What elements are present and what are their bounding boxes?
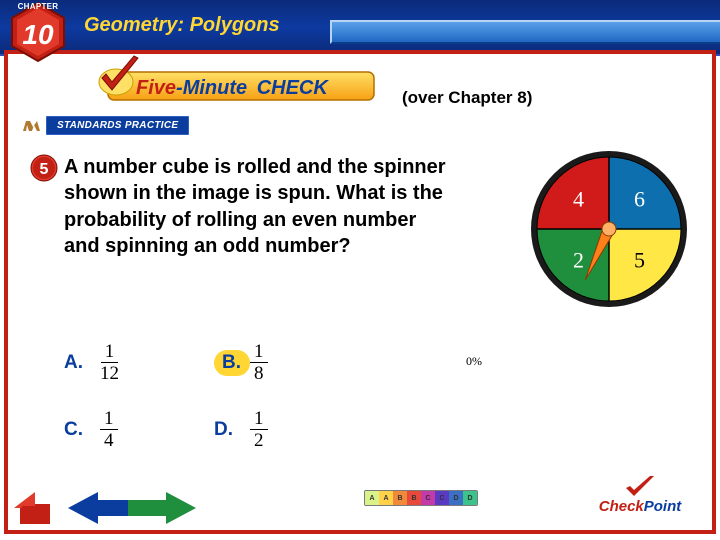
standards-practice: STANDARDS PRACTICE xyxy=(20,116,189,135)
svg-text:6: 6 xyxy=(634,186,645,211)
svg-text:5: 5 xyxy=(634,248,645,273)
nav-home-button[interactable] xyxy=(8,490,60,530)
color-swatch[interactable]: D xyxy=(449,491,463,505)
color-swatch[interactable]: D xyxy=(463,491,477,505)
content-frame: Five-Minute CHECK (over Chapter 8) STAND… xyxy=(4,50,716,534)
checkmark-icon xyxy=(94,54,142,103)
standards-label: STANDARDS PRACTICE xyxy=(46,116,189,135)
spinner-figure: 2 4 6 5 xyxy=(524,144,694,314)
question-number-icon: 5 xyxy=(30,154,58,187)
over-chapter-text: (over Chapter 8) xyxy=(402,88,532,108)
svg-text:Five-Minute CHECK: Five-Minute CHECK xyxy=(136,77,329,99)
color-swatch[interactable]: B xyxy=(407,491,421,505)
color-swatch[interactable]: A xyxy=(379,491,393,505)
answer-label: B. xyxy=(214,350,250,376)
color-swatch[interactable]: C xyxy=(435,491,449,505)
chapter-badge: 10 CHAPTER xyxy=(6,0,70,64)
color-button-strip[interactable]: AABBCCDD xyxy=(364,490,478,506)
header-right-bar xyxy=(330,20,720,44)
nav-arrows xyxy=(8,486,198,530)
answer-label: A. xyxy=(64,352,100,374)
svg-text:10: 10 xyxy=(22,19,54,50)
page-title: Geometry: Polygons xyxy=(84,14,280,37)
answer-a[interactable]: A. 112 xyxy=(64,342,214,383)
svg-text:2: 2 xyxy=(573,248,584,273)
color-swatch[interactable]: B xyxy=(393,491,407,505)
chapter-label: CHAPTER xyxy=(6,2,70,11)
answer-b[interactable]: B. 18 xyxy=(214,342,364,383)
nav-forward-button[interactable] xyxy=(126,490,198,530)
svg-text:5: 5 xyxy=(40,161,49,178)
answer-label: D. xyxy=(214,419,250,441)
nav-back-button[interactable] xyxy=(64,490,134,530)
svg-text:4: 4 xyxy=(573,186,584,211)
answer-grid: A. 112 B. 18 C. 14 D. 12 xyxy=(64,342,374,476)
color-swatch[interactable]: C xyxy=(421,491,435,505)
checkpoint-logo: CheckPoint xyxy=(586,476,694,516)
percent-label: 0% xyxy=(466,354,482,369)
bear-icon xyxy=(20,117,44,135)
header-bar: 10 CHAPTER Geometry: Polygons xyxy=(0,0,720,56)
five-minute-check-banner: Five-Minute CHECK xyxy=(106,68,386,104)
answer-c[interactable]: C. 14 xyxy=(64,409,214,450)
answer-d[interactable]: D. 12 xyxy=(214,409,364,450)
question-text: A number cube is rolled and the spinner … xyxy=(64,154,454,260)
color-swatch[interactable]: A xyxy=(365,491,379,505)
answer-label: C. xyxy=(64,419,100,441)
